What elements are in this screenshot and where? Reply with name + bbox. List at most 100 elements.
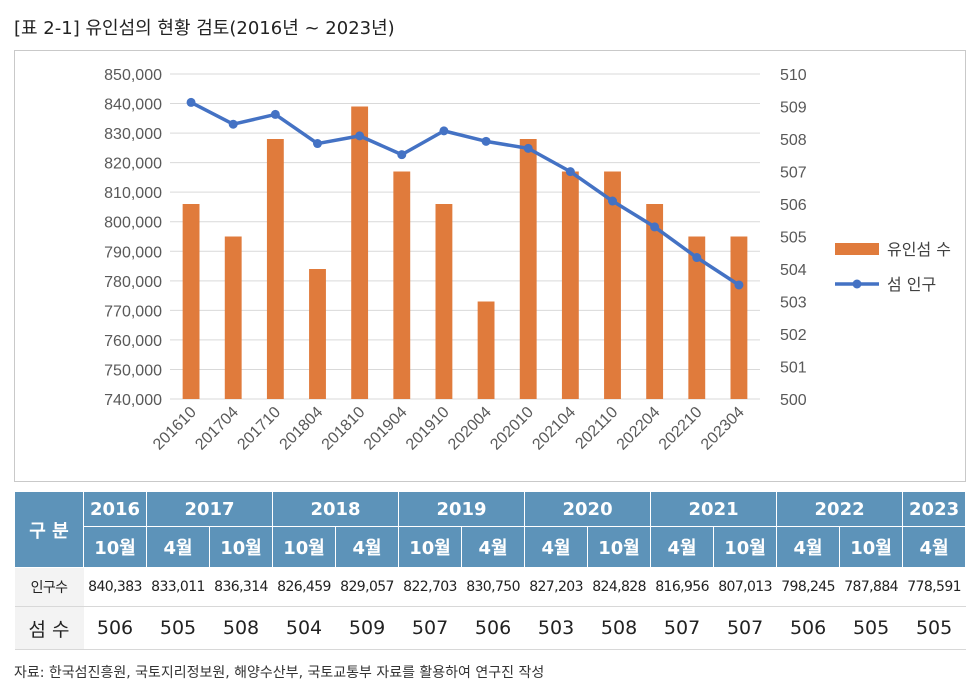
x-tick-label: 202004 bbox=[445, 404, 495, 454]
line-point bbox=[608, 196, 617, 206]
y-left-tick-label: 840,000 bbox=[104, 97, 162, 114]
table-cell: 787,884 bbox=[839, 567, 903, 607]
legend-bar-label: 유인섬 수 bbox=[887, 240, 951, 259]
x-tick-label: 201910 bbox=[403, 404, 453, 454]
table-cell: 505 bbox=[902, 606, 966, 650]
table-cell: 509 bbox=[335, 606, 399, 650]
month-header: 10월 bbox=[839, 526, 904, 568]
table-cell: 829,057 bbox=[335, 567, 399, 607]
y-right-tick-label: 505 bbox=[780, 230, 807, 247]
y-right-tick-label: 509 bbox=[780, 100, 807, 117]
month-header: 10월 bbox=[713, 526, 778, 568]
x-tick-label: 201704 bbox=[192, 404, 242, 454]
year-header: 2017 bbox=[145, 491, 274, 527]
legend-bar-swatch bbox=[835, 243, 879, 255]
bar bbox=[519, 139, 537, 399]
table-cell: 507 bbox=[398, 606, 462, 650]
data-table: 구 분 2016 2017 2018 2019 2020 2021 2022 2023 10월… bbox=[14, 491, 967, 650]
x-tick-label: 201810 bbox=[319, 404, 369, 454]
month-header: 10월 bbox=[587, 526, 652, 568]
month-header: 10월 bbox=[272, 526, 337, 568]
year-header: 2021 bbox=[650, 491, 778, 527]
table-cell: 798,245 bbox=[776, 567, 840, 607]
y-left-tick-label: 760,000 bbox=[104, 333, 162, 350]
table-cell: 508 bbox=[587, 606, 651, 650]
table-cell: 827,203 bbox=[524, 567, 588, 607]
y-left-tick-label: 750,000 bbox=[104, 362, 162, 379]
bar bbox=[435, 204, 453, 399]
bar bbox=[266, 139, 284, 399]
line-point bbox=[228, 119, 238, 129]
bar bbox=[730, 236, 748, 399]
month-header: 4월 bbox=[776, 526, 841, 568]
y-right-tick-label: 507 bbox=[780, 165, 807, 182]
y-right-tick-label: 510 bbox=[780, 67, 807, 84]
bar bbox=[561, 171, 579, 399]
year-header: 2016 bbox=[83, 491, 147, 527]
month-header: 4월 bbox=[524, 526, 589, 568]
table-cell: 778,591 bbox=[902, 567, 966, 607]
y-left-tick-label: 830,000 bbox=[104, 126, 162, 143]
table-cell: 503 bbox=[524, 606, 588, 650]
y-right-tick-label: 502 bbox=[780, 327, 807, 344]
figure-title: [표 2-1] 유인섬의 현황 검토(2016년 ~ 2023년) bbox=[14, 18, 395, 39]
x-tick-label: 202204 bbox=[614, 404, 664, 454]
row-header-label: 구 분 bbox=[14, 491, 84, 568]
x-tick-label: 201904 bbox=[361, 404, 411, 454]
legend-line-marker bbox=[852, 279, 862, 289]
table-cell: 824,828 bbox=[587, 567, 651, 607]
x-tick-label: 201710 bbox=[234, 404, 284, 454]
bar bbox=[646, 204, 664, 399]
y-right-tick-label: 508 bbox=[780, 132, 807, 149]
bar bbox=[477, 301, 495, 399]
month-header: 10월 bbox=[208, 526, 274, 568]
table-cell: 505 bbox=[839, 606, 903, 650]
line-point bbox=[397, 150, 407, 160]
bar bbox=[309, 269, 326, 399]
table-cell: 506 bbox=[461, 606, 525, 650]
table-cell: 836,314 bbox=[209, 567, 273, 607]
x-tick-label: 202304 bbox=[698, 404, 748, 454]
year-header: 2018 bbox=[272, 491, 400, 527]
table-cell: 505 bbox=[146, 606, 210, 650]
month-header: 4월 bbox=[650, 526, 715, 568]
line-point bbox=[481, 136, 491, 146]
bar bbox=[351, 106, 369, 399]
line-point bbox=[734, 280, 744, 290]
table-cell: 807,013 bbox=[713, 567, 777, 607]
x-tick-label: 202110 bbox=[572, 404, 621, 453]
line-point bbox=[313, 139, 322, 149]
line-point bbox=[650, 222, 660, 232]
table-cell: 826,459 bbox=[272, 567, 336, 607]
y-right-tick-label: 500 bbox=[780, 392, 807, 409]
line-point bbox=[565, 167, 575, 177]
table-cell: 830,750 bbox=[461, 567, 525, 607]
table-row: 인구수 840,383 833,011 836,314 826,459 829,057 82… bbox=[14, 567, 966, 607]
table-cell: 506 bbox=[776, 606, 840, 650]
x-tick-label: 202010 bbox=[487, 404, 537, 454]
table-cell: 504 bbox=[272, 606, 336, 650]
year-header: 2020 bbox=[524, 491, 652, 527]
source-note: 자료: 한국섬진흥원, 국토지리정보원, 해양수산부, 국토교통부 자료를 활용… bbox=[14, 665, 545, 681]
year-header: 2022 bbox=[776, 491, 904, 527]
combo-chart: 740,000 750,000 760,000 770,000 780,000 790,0… bbox=[104, 67, 951, 454]
month-header: 4월 bbox=[146, 526, 210, 568]
table-cell: 822,703 bbox=[398, 567, 462, 607]
month-header: 4월 bbox=[461, 526, 526, 568]
y-left-tick-label: 790,000 bbox=[104, 244, 162, 261]
line-point bbox=[270, 109, 280, 119]
table-cell: 840,383 bbox=[83, 567, 147, 607]
y-left-tick-label: 800,000 bbox=[104, 215, 162, 232]
line-point bbox=[439, 126, 449, 136]
table-cell: 833,011 bbox=[146, 567, 210, 607]
legend-line-label: 섬 인구 bbox=[887, 275, 936, 294]
y-left-tick-label: 820,000 bbox=[104, 156, 162, 173]
x-tick-label: 202104 bbox=[529, 404, 579, 454]
y-left-tick-label: 770,000 bbox=[104, 303, 162, 320]
table-body: 인구수 840,383 833,011 836,314 826,459 829,057 82… bbox=[14, 567, 966, 650]
table-row: 섬 수 506 505 508 504 509 507 506 503 508 507 507 506 5… bbox=[14, 606, 966, 650]
bar bbox=[224, 236, 242, 399]
y-left-tick-label: 850,000 bbox=[104, 67, 162, 84]
line-point bbox=[186, 97, 196, 107]
y-right-tick-label: 503 bbox=[780, 295, 807, 312]
